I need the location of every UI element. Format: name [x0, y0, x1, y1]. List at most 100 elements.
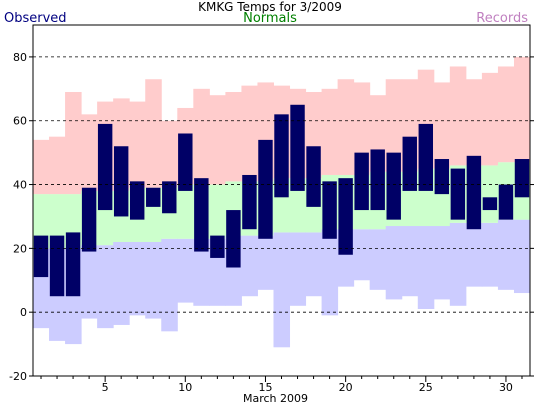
normal-band: [289, 178, 307, 233]
record-low-band: [465, 222, 483, 287]
record-high-band: [241, 85, 258, 182]
record-low-band: [401, 226, 419, 297]
normal-band: [481, 165, 499, 223]
y-tick-label: 40: [13, 179, 27, 192]
observed-bar: [65, 232, 81, 297]
record-high-band: [33, 139, 50, 195]
record-high-band: [465, 79, 483, 166]
observed-bar: [49, 235, 65, 297]
y-tick-label: 20: [13, 242, 27, 255]
record-high-band: [161, 120, 178, 188]
observed-bar: [97, 123, 113, 211]
record-low-band: [161, 238, 178, 332]
record-high-band: [513, 56, 531, 163]
x-tick-label: 20: [339, 381, 353, 394]
y-tick-label: 0: [20, 306, 27, 319]
x-tick-label: 10: [178, 381, 192, 394]
observed-bar: [146, 187, 161, 207]
record-high-band: [385, 79, 403, 172]
observed-bar: [81, 187, 97, 252]
observed-bar: [258, 139, 273, 239]
record-low-band: [385, 226, 403, 300]
y-tick-label: 60: [13, 115, 27, 128]
observed-bar: [498, 184, 514, 220]
record-high-band: [193, 88, 210, 185]
record-high-band: [209, 95, 226, 185]
legend-observed: Observed: [4, 11, 67, 26]
normal-band: [33, 194, 50, 249]
record-high-band: [497, 66, 515, 163]
record-high-band: [81, 114, 98, 191]
observed-bar: [33, 235, 49, 278]
grid-layer: [33, 56, 530, 313]
observed-bar: [194, 178, 209, 252]
record-high-band: [481, 72, 499, 166]
legend-normals: Normals: [243, 11, 297, 26]
axes-layer: -20 0 20 40 60 80 5 10 15 20 25 30: [9, 51, 534, 394]
observed-bar: [514, 159, 530, 198]
record-high-band: [129, 101, 146, 188]
record-low-band: [113, 241, 130, 325]
x-axis-label: March 2009: [243, 392, 308, 405]
observed-bar: [178, 133, 193, 191]
record-low-band: [305, 232, 323, 297]
record-low-band: [97, 245, 114, 329]
y-tick-label: 80: [13, 51, 27, 64]
observed-bar: [210, 235, 225, 258]
record-low-band: [497, 219, 515, 290]
observed-bar: [450, 168, 466, 220]
record-low-band: [273, 232, 291, 348]
record-low-band: [417, 226, 435, 309]
observed-bar: [226, 210, 241, 268]
record-high-band: [225, 92, 242, 182]
observed-bar: [386, 152, 401, 220]
record-low-band: [449, 222, 467, 306]
record-low-band: [289, 232, 307, 306]
legend-records: Records: [476, 11, 528, 26]
record-low-band: [81, 245, 98, 319]
record-high-band: [337, 79, 355, 175]
record-low-band: [241, 235, 258, 297]
normal-band: [49, 194, 66, 249]
observed-bar: [242, 174, 257, 230]
record-high-band: [449, 66, 467, 166]
observed-bar: [482, 197, 498, 211]
observed-bar: [274, 114, 289, 198]
record-low-band: [353, 229, 371, 281]
record-high-band: [65, 92, 82, 195]
observed-bar: [113, 146, 129, 217]
observed-bar: [354, 152, 369, 211]
observed-bar: [434, 159, 450, 195]
chart-title: KMKG Temps for 3/2009: [198, 0, 342, 14]
observed-bar: [162, 181, 177, 214]
record-low-band: [257, 235, 274, 290]
record-low-band: [481, 222, 499, 287]
record-low-band: [321, 229, 339, 316]
y-tick-label: -20: [9, 370, 27, 383]
x-tick-label: 30: [499, 381, 513, 394]
record-low-band: [129, 241, 146, 316]
record-low-band: [369, 229, 387, 290]
normal-band: [177, 184, 194, 239]
record-high-band: [433, 82, 451, 169]
record-low-band: [177, 238, 194, 303]
observed-bar: [306, 146, 321, 207]
observed-bar: [322, 181, 337, 239]
bars-layer: [33, 56, 531, 348]
record-low-band: [145, 241, 162, 319]
observed-bar: [370, 149, 385, 211]
record-high-band: [353, 82, 371, 175]
observed-bar: [402, 136, 417, 191]
record-high-band: [49, 136, 66, 195]
observed-bar: [466, 155, 482, 230]
x-tick-label: 15: [258, 381, 272, 394]
record-low-band: [193, 238, 210, 306]
observed-bar: [290, 104, 305, 191]
observed-bar: [129, 181, 145, 220]
record-low-band: [513, 219, 531, 294]
x-tick-label: 5: [102, 381, 109, 394]
x-tick-label: 25: [419, 381, 433, 394]
observed-bar: [418, 123, 434, 191]
normal-band: [209, 184, 226, 239]
